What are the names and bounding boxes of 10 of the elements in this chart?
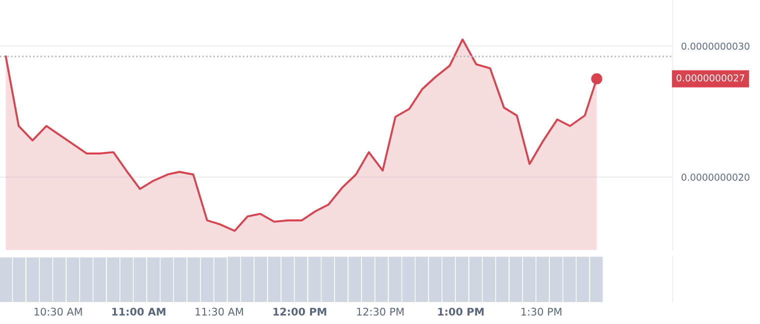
x-tick-label: 10:30 AM [34,308,82,316]
x-tick-label: 12:30 PM [357,308,404,316]
y-tick-label: 0.0000000020 [682,174,750,181]
x-tick-label: 12:00 PM [274,308,326,316]
x-tick-label: 1:00 PM [438,308,484,316]
x-tick-label: 1:30 PM [521,308,562,316]
x-tick-label: 11:00 AM [112,308,166,316]
x-tick-label: 11:30 AM [196,308,243,316]
y-tick-label: 0.0000000030 [682,42,750,50]
text: 0.0000000027 [676,74,744,82]
